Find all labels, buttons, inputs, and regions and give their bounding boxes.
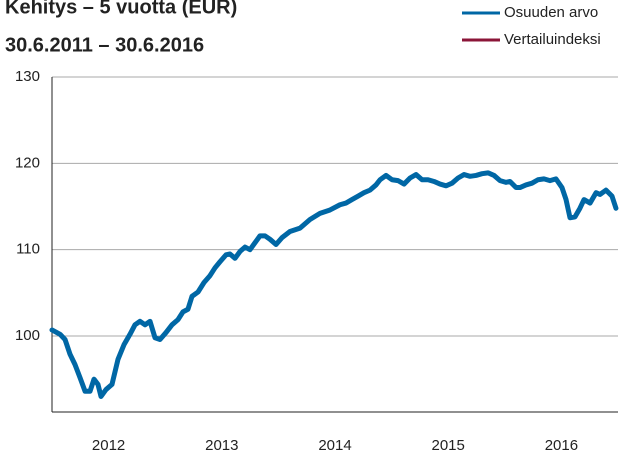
y-tick-label: 130 xyxy=(15,68,40,85)
chart-title: Kehitys – 5 vuotta (EUR) xyxy=(5,0,237,18)
x-tick-label: 2015 xyxy=(432,437,465,454)
y-tick-label: 110 xyxy=(16,241,40,258)
y-tick-label: 120 xyxy=(15,154,40,171)
legend-label: Vertailuindeksi xyxy=(504,31,601,48)
x-tick-label: 2014 xyxy=(318,437,351,454)
x-tick-label: 2016 xyxy=(545,437,578,454)
x-tick-label: 2012 xyxy=(92,437,125,454)
data-line xyxy=(49,170,619,399)
x-tick-label: 2013 xyxy=(205,437,238,454)
chart-subtitle: 30.6.2011 – 30.6.2016 xyxy=(5,34,204,56)
legend-label: Osuuden arvo xyxy=(504,4,598,21)
y-tick-label: 100 xyxy=(15,327,40,344)
